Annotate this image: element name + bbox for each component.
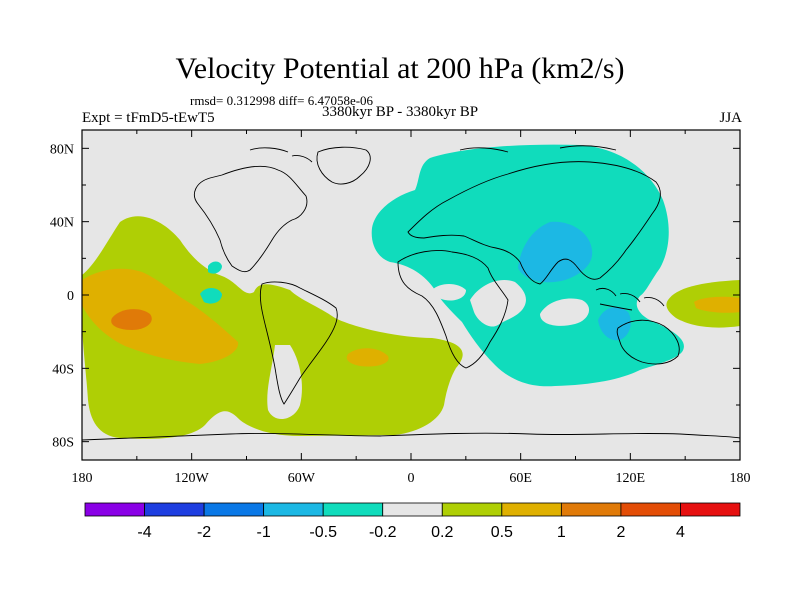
colorbar-label: -0.2 — [369, 524, 397, 541]
colorbar-labels: -4 -2 -1 -0.5 -0.2 0.2 0.5 1 2 4 — [137, 524, 685, 541]
stats-text: rmsd= 0.312998 diff= 6.47058e-06 — [190, 93, 374, 108]
negative-minimum-region-maritime — [598, 307, 631, 341]
negative-anomaly-region-east-pacific-north — [208, 261, 222, 274]
coastline-eurasia — [407, 161, 661, 285]
x-tick-label: 180 — [72, 471, 93, 486]
neutral-gap-south-atlantic — [267, 345, 302, 420]
x-axis-ticks: 180 120W 60W 0 60E 120E 180 — [72, 130, 751, 486]
colorbar-swatch — [84, 502, 145, 517]
y-tick-label: 40N — [50, 216, 74, 231]
coastline-australia — [616, 319, 680, 365]
colorbar-swatch — [680, 502, 741, 517]
y-tick-label: 80N — [50, 142, 74, 157]
neutral-gap-east-africa — [470, 280, 526, 327]
maximum-positive-region-central-pacific — [111, 309, 152, 330]
moderate-positive-region-west-pacific — [694, 296, 740, 313]
colorbar-swatch — [501, 502, 562, 517]
coastlines — [82, 145, 740, 441]
y-axis-ticks: 80S 40S 0 40N 80N — [50, 142, 740, 451]
colorbar-label: -4 — [137, 524, 151, 541]
colorbar-swatch — [382, 502, 443, 517]
colorbar-swatch — [144, 502, 205, 517]
x-tick-label: 0 — [408, 471, 415, 486]
coastline-arctic-islands — [249, 145, 617, 163]
colorbar-swatch — [322, 502, 384, 517]
colorbar-label: 1 — [557, 524, 566, 541]
colorbar-label: 2 — [616, 524, 625, 541]
season-label: JJA — [719, 110, 742, 126]
x-tick-label: 120W — [175, 471, 210, 486]
moderate-positive-region-pacific — [82, 268, 239, 364]
coastline-greenland — [316, 146, 371, 185]
colorbar-label: -2 — [197, 524, 211, 541]
coastline-south-america — [259, 281, 338, 405]
colorbar — [84, 502, 741, 517]
experiment-label: Expt = tFmD5-tEwT5 — [82, 110, 215, 126]
colorbar-swatch — [441, 502, 503, 517]
colorbar-label: 0.2 — [431, 524, 453, 541]
colorbar-swatch — [620, 502, 681, 517]
colorbar-label: -0.5 — [309, 524, 337, 541]
colorbar-swatch — [203, 502, 265, 517]
negative-anomaly-region-east-pacific-south — [200, 288, 222, 304]
y-tick-label: 0 — [67, 289, 74, 304]
chart-title: Velocity Potential at 200 hPa (km2/s) — [175, 52, 625, 85]
colorbar-label: -1 — [257, 524, 271, 541]
x-tick-label: 180 — [730, 471, 751, 486]
colorbar-swatch — [560, 502, 622, 517]
neutral-gap-tropical-atlantic — [431, 284, 466, 301]
coastline-africa — [397, 250, 509, 369]
coastline-maritime-continent — [595, 287, 665, 311]
period-label: 3380kyr BP - 3380kyr BP — [322, 104, 479, 120]
y-tick-label: 80S — [52, 436, 74, 451]
map-field — [82, 130, 740, 460]
y-tick-label: 40S — [52, 362, 74, 377]
colorbar-label: 0.5 — [491, 524, 513, 541]
neutral-gap-indian-ocean — [540, 298, 590, 326]
x-tick-label: 60W — [288, 471, 316, 486]
positive-anomaly-region-pacific — [82, 216, 463, 439]
colorbar-swatch — [263, 502, 324, 517]
negative-minimum-region-south-asia — [518, 221, 593, 283]
moderate-positive-region-atlantic — [346, 348, 389, 367]
x-tick-label: 60E — [509, 471, 532, 486]
coastline-antarctica — [82, 432, 740, 441]
x-tick-label: 120E — [616, 471, 646, 486]
coastline-north-america — [194, 165, 308, 273]
colorbar-label: 4 — [676, 524, 685, 541]
